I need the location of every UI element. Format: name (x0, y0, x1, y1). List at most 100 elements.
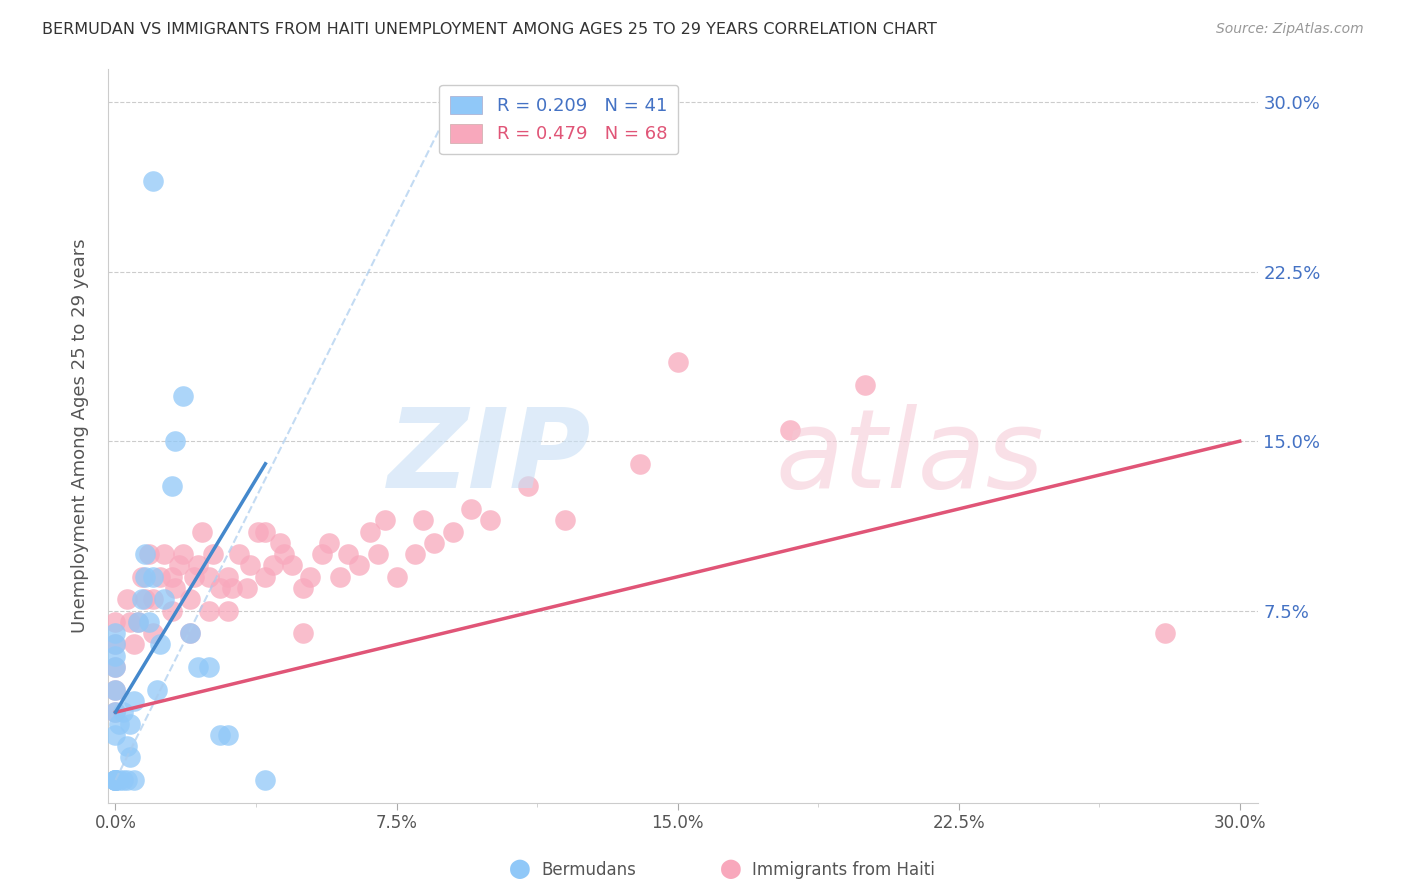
Point (291, 581, 314, 595)
Point (160, 479, 183, 493)
Point (291, 626, 314, 640)
Text: atlas: atlas (775, 404, 1043, 511)
Point (441, 524, 464, 539)
Point (104, 660, 127, 674)
Point (104, 705, 127, 719)
Point (111, 772, 134, 787)
Point (329, 570, 352, 584)
Point (122, 694, 145, 708)
Point (172, 547, 194, 561)
Point (209, 728, 232, 742)
Point (254, 524, 277, 539)
Text: BERMUDAN VS IMMIGRANTS FROM HAITI UNEMPLOYMENT AMONG AGES 25 TO 29 YEARS CORRELA: BERMUDAN VS IMMIGRANTS FROM HAITI UNEMPL… (42, 22, 936, 37)
Point (165, 581, 187, 595)
Point (666, 355, 689, 369)
Point (235, 581, 257, 595)
Point (318, 536, 340, 550)
Point (217, 570, 239, 584)
Point (138, 615, 160, 629)
Text: ⬤: ⬤ (509, 860, 531, 880)
Point (460, 502, 482, 516)
Point (104, 772, 127, 787)
Point (254, 772, 277, 787)
Point (190, 524, 212, 539)
Point (104, 626, 127, 640)
Point (179, 592, 201, 607)
Point (160, 604, 183, 618)
Point (138, 547, 160, 561)
Point (262, 558, 284, 573)
Point (104, 682, 127, 697)
Point (122, 772, 145, 787)
Point (104, 615, 127, 629)
Point (120, 716, 142, 731)
Point (198, 570, 221, 584)
Point (280, 558, 302, 573)
Y-axis label: Unemployment Among Ages 25 to 29 years: Unemployment Among Ages 25 to 29 years (72, 238, 89, 632)
Point (853, 377, 876, 392)
Point (479, 513, 502, 527)
Point (142, 570, 165, 584)
Point (554, 513, 576, 527)
Point (374, 513, 396, 527)
Point (104, 638, 127, 652)
Point (254, 570, 277, 584)
Point (120, 615, 142, 629)
Point (131, 570, 153, 584)
Point (108, 716, 131, 731)
Point (359, 524, 381, 539)
Point (104, 638, 127, 652)
Point (104, 648, 127, 663)
Point (115, 739, 138, 753)
Point (134, 570, 156, 584)
Point (423, 536, 446, 550)
Point (115, 772, 138, 787)
Point (179, 626, 201, 640)
Point (228, 547, 250, 561)
Point (273, 547, 295, 561)
Text: Bermudans: Bermudans (541, 861, 636, 879)
Point (142, 626, 165, 640)
Point (122, 638, 145, 652)
Text: Immigrants from Haiti: Immigrants from Haiti (752, 861, 935, 879)
Point (153, 547, 176, 561)
Point (217, 604, 239, 618)
Point (217, 728, 239, 742)
Point (127, 615, 149, 629)
Point (104, 772, 127, 787)
Point (115, 592, 138, 607)
Point (246, 524, 269, 539)
Point (779, 423, 801, 437)
Point (127, 615, 149, 629)
Point (336, 547, 359, 561)
Point (347, 558, 370, 573)
Point (104, 772, 127, 787)
Point (167, 558, 190, 573)
Point (367, 547, 389, 561)
Point (172, 389, 194, 403)
Point (104, 705, 127, 719)
Point (201, 547, 224, 561)
Point (134, 592, 156, 607)
Point (108, 772, 131, 787)
Point (145, 682, 167, 697)
Point (187, 660, 209, 674)
Point (104, 728, 127, 742)
Point (209, 581, 232, 595)
Point (1153, 626, 1175, 640)
Point (183, 570, 205, 584)
Point (160, 570, 183, 584)
Point (412, 513, 434, 527)
Point (104, 772, 127, 787)
Point (111, 705, 134, 719)
Point (104, 772, 127, 787)
Point (239, 558, 262, 573)
Point (104, 682, 127, 697)
Text: ZIP: ZIP (388, 404, 591, 511)
Point (311, 547, 333, 561)
Point (104, 660, 127, 674)
Point (120, 750, 142, 764)
Point (385, 570, 408, 584)
Point (404, 547, 426, 561)
Point (179, 626, 201, 640)
